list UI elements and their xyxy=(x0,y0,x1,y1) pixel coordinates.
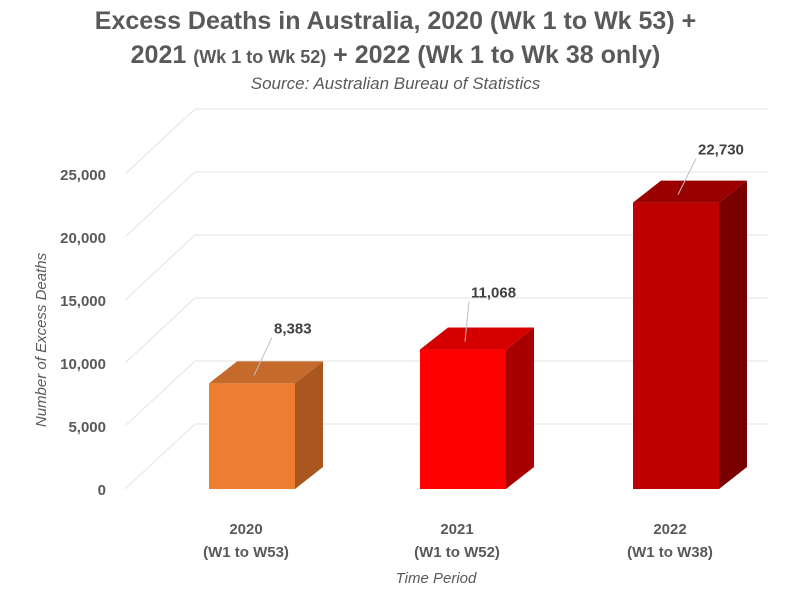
chart-title-line-1: Excess Deaths in Australia, 2020 (Wk 1 t… xyxy=(0,4,791,38)
gridline-depth xyxy=(124,108,196,175)
data-label-leader xyxy=(464,301,470,342)
bars: 8,383 11,068 22,730 xyxy=(209,142,747,490)
data-label-leader xyxy=(253,337,273,376)
x-tick-label-weeks: (W1 to W38) xyxy=(627,544,713,561)
chart-subtitle: Source: Australian Bureau of Statistics xyxy=(250,74,541,93)
bar-side xyxy=(506,327,534,489)
data-label: 11,068 xyxy=(471,285,516,302)
y-tick-label: 25,000 xyxy=(60,167,106,184)
x-tick-label-year: 2022 xyxy=(653,521,686,538)
chart-title-block: Excess Deaths in Australia, 2020 (Wk 1 t… xyxy=(0,4,791,94)
data-label: 8,383 xyxy=(274,320,312,337)
y-tick-label: 5,000 xyxy=(68,419,106,436)
y-axis-label: Number of Excess Deaths xyxy=(33,252,50,427)
bar-top xyxy=(209,361,323,384)
gridline-depth xyxy=(124,423,196,490)
y-tick-label: 20,000 xyxy=(60,230,106,247)
x-tick-label-year: 2021 xyxy=(440,521,473,538)
x-tick-label-weeks: (W1 to W53) xyxy=(203,544,289,561)
bar-top xyxy=(420,327,534,350)
bar xyxy=(209,383,295,489)
x-tick-label-year: 2020 xyxy=(229,521,262,538)
y-tick-label: 0 xyxy=(98,482,106,499)
gridline-depth xyxy=(124,171,196,238)
data-label: 22,730 xyxy=(698,142,744,159)
chart-title-part-1: Excess Deaths in Australia, 2020 (Wk 1 t… xyxy=(94,7,697,35)
y-tick-label: 10,000 xyxy=(60,356,106,373)
chart-title-part-2c: + 2022 (Wk 1 to Wk 38 only) xyxy=(326,41,661,69)
gridline-depth xyxy=(124,360,196,427)
bar-side xyxy=(719,180,747,490)
gridline-depth xyxy=(124,234,196,301)
x-axis-label: Time Period xyxy=(396,570,477,587)
chart-title-part-2a: 2021 xyxy=(130,41,194,69)
bar-top xyxy=(633,180,747,203)
y-axis-ticks: 0 5,000 10,000 15,000 20,000 25,000 xyxy=(60,167,106,499)
bar-side xyxy=(295,361,323,489)
x-axis-ticks: 2020 (W1 to W53) 2021 (W1 to W52) 2022 (W1 to… xyxy=(203,521,713,561)
data-label-leader xyxy=(677,158,697,195)
chart-title-line-2: 2021 (Wk 1 to Wk 52) + 2022 (Wk 1 to Wk … xyxy=(0,38,791,74)
x-tick-label-weeks: (W1 to W52) xyxy=(414,544,500,561)
y-tick-label: 15,000 xyxy=(60,293,106,310)
bar xyxy=(633,202,719,490)
gridline-depth xyxy=(124,297,196,364)
bar xyxy=(420,349,506,489)
chart-title-part-2b: (Wk 1 to Wk 52) xyxy=(193,47,327,67)
